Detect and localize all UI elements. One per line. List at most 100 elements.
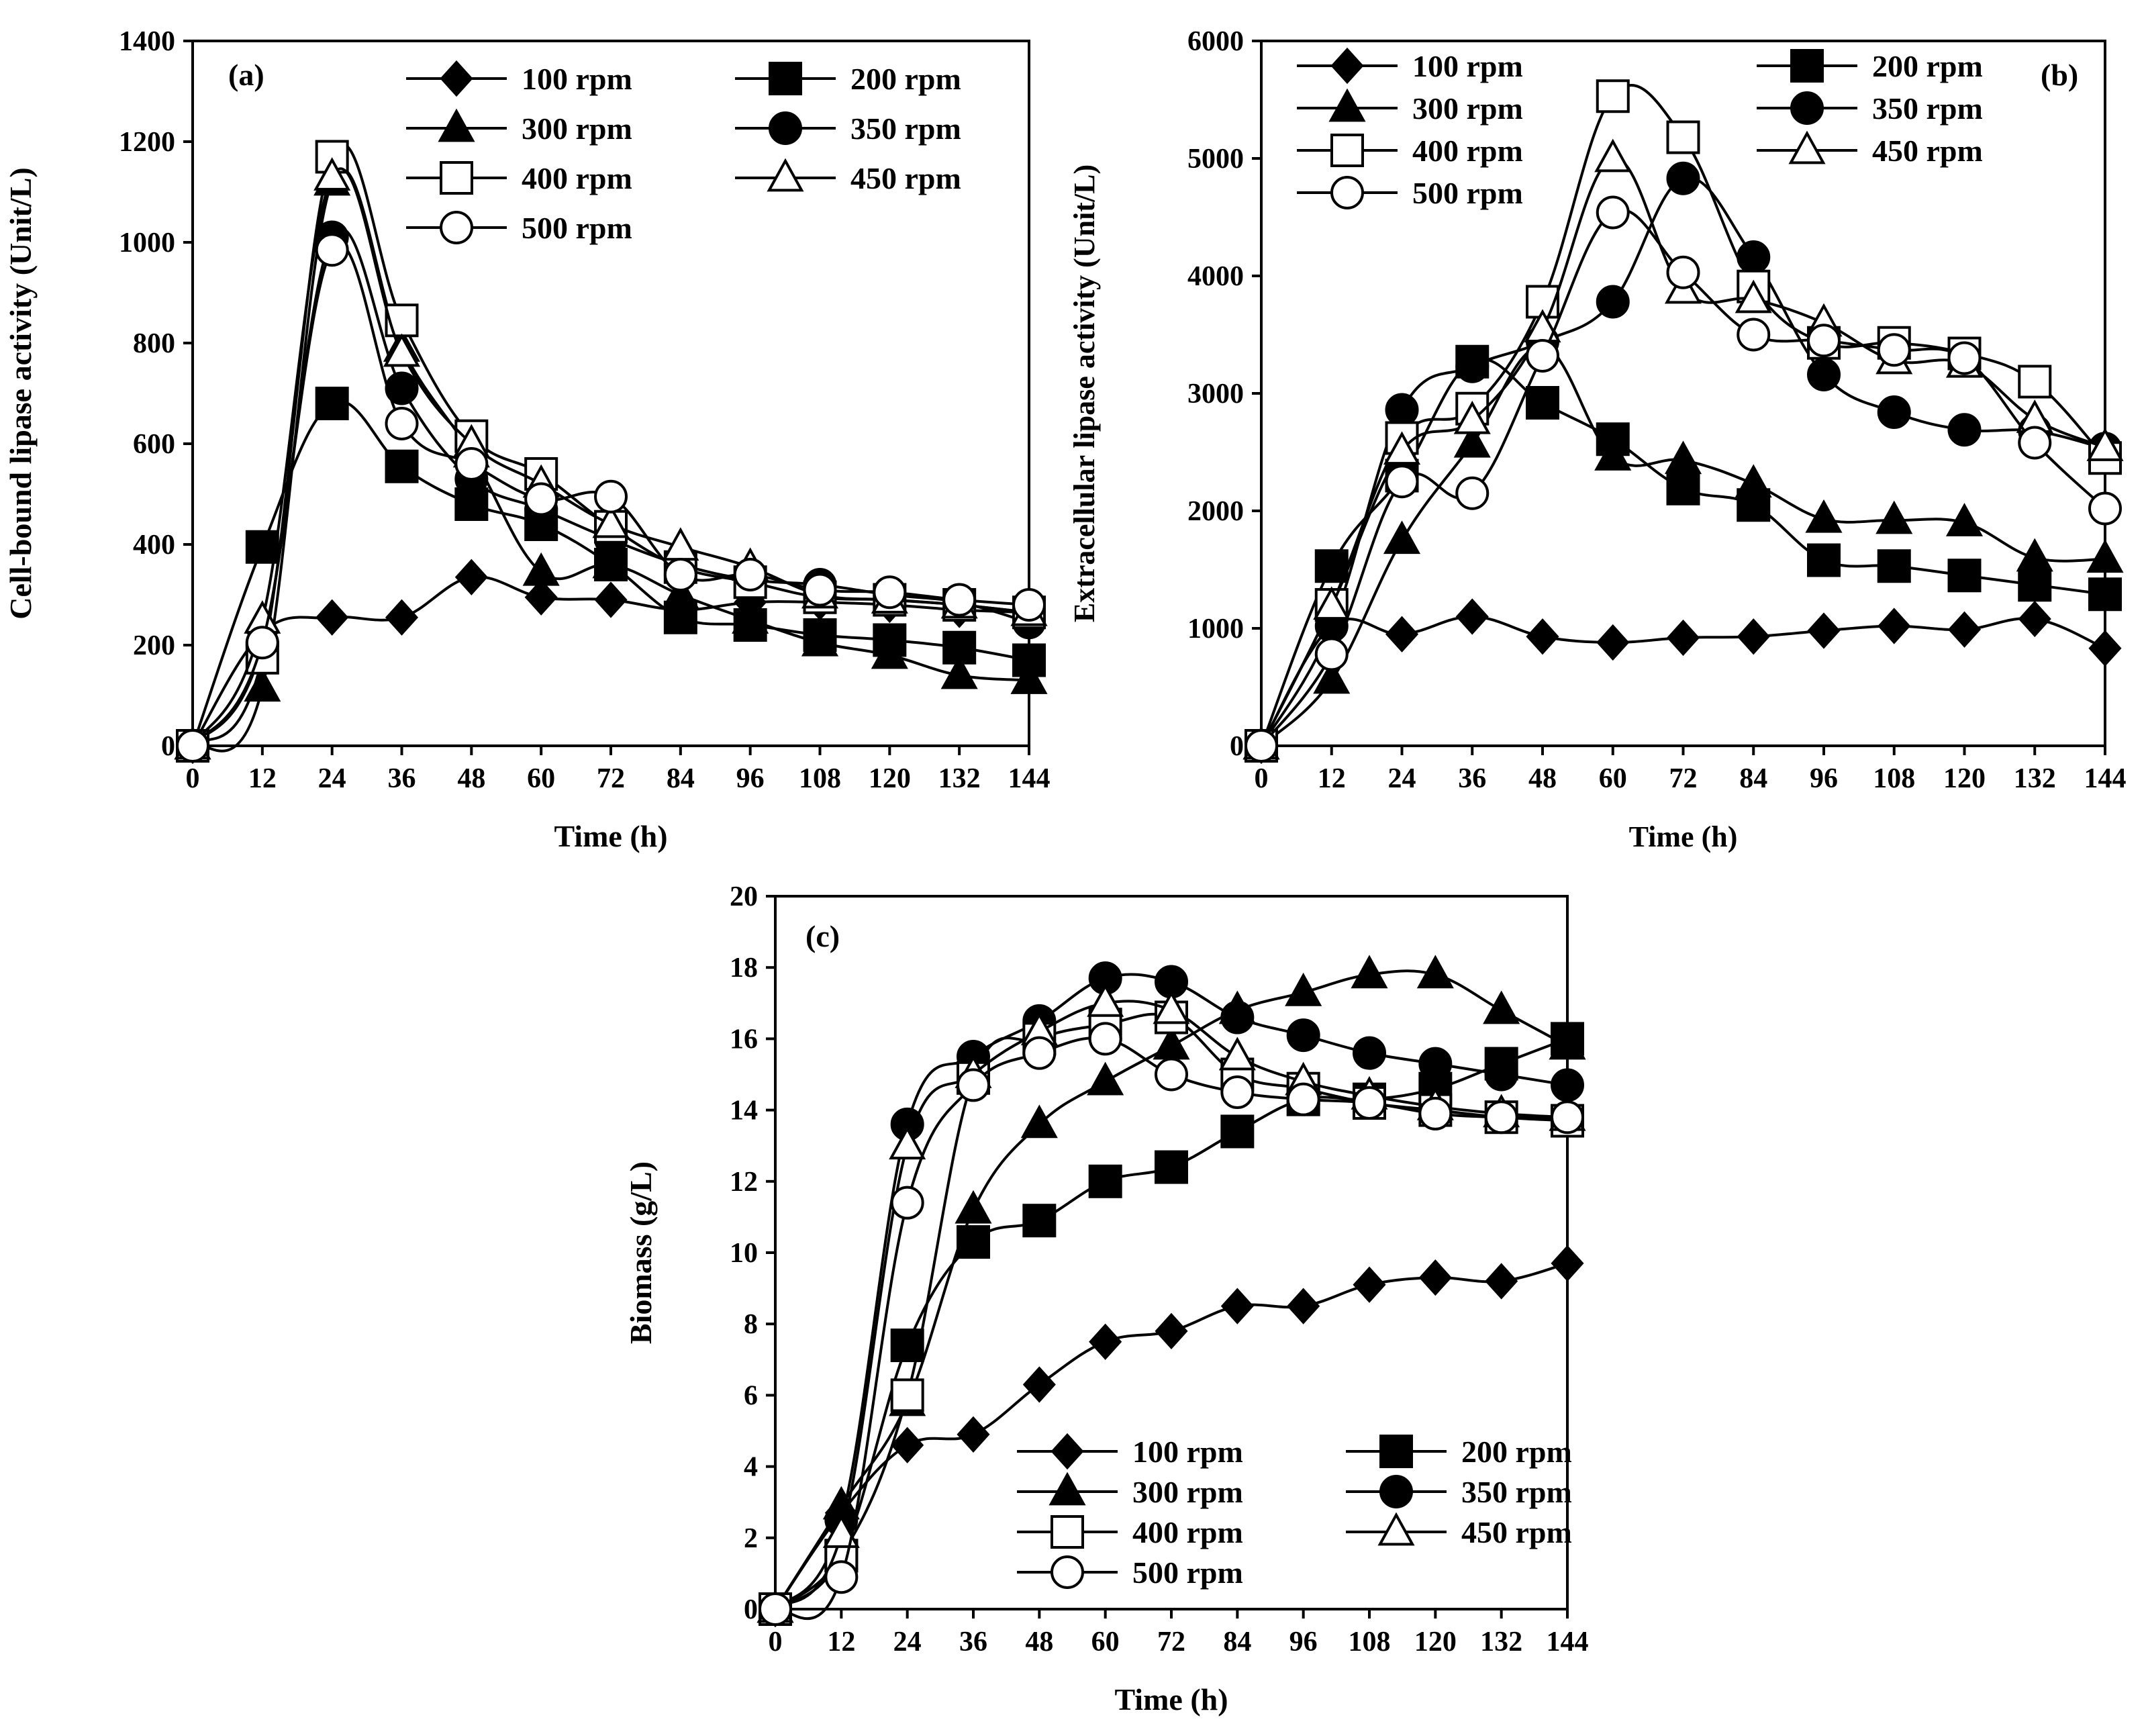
data-point (889, 1126, 926, 1160)
legend-marker (1051, 1515, 1084, 1549)
data-point (1947, 341, 1982, 375)
series-500-rpm (759, 1022, 1584, 1626)
legend-marker (1377, 1512, 1415, 1546)
data-point (1453, 424, 1491, 458)
data-point (2018, 600, 2051, 638)
data-point (1416, 955, 1454, 989)
legend-item: 300 rpm (1297, 88, 1523, 126)
x-tick-label: 0 (1255, 763, 1269, 794)
data-point (1351, 955, 1388, 989)
x-tick-label: 12 (248, 763, 277, 794)
x-tick-label: 60 (1091, 1627, 1120, 1657)
data-point (1287, 1288, 1320, 1324)
data-point (2088, 577, 2122, 612)
data-point (1666, 619, 1700, 657)
x-axis-label: Time (h) (554, 819, 667, 853)
data-point (592, 504, 630, 538)
data-point (1155, 1312, 1188, 1349)
legend-marker (1790, 49, 1824, 83)
x-tick-label: 36 (1458, 763, 1486, 794)
legend-label: 350 rpm (1872, 91, 1983, 126)
legend-marker (1790, 91, 1824, 125)
x-axis-label: Time (h) (1629, 820, 1738, 853)
data-point (1418, 1259, 1452, 1296)
legend-label: 300 rpm (522, 111, 632, 146)
data-point (942, 583, 977, 617)
data-point (871, 635, 908, 669)
legend-item: 350 rpm (1757, 91, 1983, 126)
legend: 100 rpm 200 rpm 300 rpm 350 rpm 400 rpm 450 r… (406, 60, 961, 245)
x-tick-label: 96 (1810, 763, 1838, 794)
data-point (1314, 549, 1349, 583)
data-point (662, 575, 699, 609)
x-tick-label: 108 (1349, 1627, 1391, 1657)
data-point (1526, 339, 1559, 373)
x-tick-label: 84 (1739, 763, 1767, 794)
x-tick-label: 60 (527, 763, 555, 794)
legend-marker (767, 158, 804, 192)
legend-marker (1051, 1555, 1084, 1589)
data-point (1596, 79, 1630, 113)
legend-label: 400 rpm (1132, 1515, 1243, 1549)
x-tick-label: 12 (827, 1627, 855, 1657)
data-point (1594, 138, 1632, 173)
data-point (1313, 586, 1351, 620)
data-point (1526, 386, 1559, 420)
y-tick-label: 1400 (119, 26, 175, 57)
data-point (1947, 413, 1982, 447)
data-point (955, 1190, 992, 1224)
data-point (385, 449, 419, 483)
x-tick-label: 72 (1157, 1627, 1185, 1657)
x-tick-label: 0 (186, 763, 200, 794)
legend-label: 200 rpm (1872, 49, 1983, 83)
y-tick-label: 8 (744, 1309, 758, 1340)
data-point (245, 530, 279, 564)
data-point (1220, 1000, 1255, 1034)
y-tick-label: 12 (730, 1167, 758, 1198)
y-tick-label: 3000 (1187, 379, 1244, 409)
legend: 100 rpm 200 rpm 300 rpm 350 rpm 400 rpm 450 r… (1297, 47, 1983, 210)
data-point (1947, 611, 1982, 648)
legend-label: 500 rpm (1412, 176, 1523, 210)
y-tick-label: 6 (744, 1380, 758, 1411)
data-point (1551, 1100, 1584, 1135)
data-point (890, 1378, 924, 1412)
data-point (1385, 616, 1419, 653)
data-point (1666, 471, 1700, 505)
data-point (1877, 395, 1911, 429)
data-point (313, 157, 351, 191)
x-tick-label: 132 (1480, 1627, 1522, 1657)
legend-marker (1330, 176, 1364, 209)
legend-item: 100 rpm (406, 60, 632, 97)
data-point (957, 1416, 990, 1453)
y-axis-label: Biomass (g/L) (624, 1161, 658, 1344)
y-tick-label: 1000 (1187, 614, 1244, 644)
y-tick-label: 6000 (1187, 26, 1244, 57)
y-tick-label: 0 (744, 1594, 758, 1625)
legend-marker (1330, 134, 1364, 167)
data-point (1735, 279, 1772, 314)
y-tick-label: 4000 (1187, 261, 1244, 292)
x-tick-label: 36 (959, 1627, 987, 1657)
legend-item: 100 rpm (1017, 1433, 1243, 1470)
y-tick-label: 1000 (119, 228, 175, 258)
legend-marker (438, 108, 475, 142)
x-tick-label: 24 (893, 1627, 922, 1657)
data-point (2016, 538, 2053, 572)
data-point (1947, 559, 1982, 593)
data-point (1551, 1245, 1584, 1282)
data-point (1353, 1086, 1386, 1120)
data-point (1945, 503, 1984, 536)
x-tick-label: 84 (667, 763, 695, 794)
y-tick-label: 0 (1230, 731, 1244, 762)
legend-marker (1328, 88, 1366, 122)
data-point (1153, 990, 1190, 1024)
data-point (1877, 549, 1911, 583)
data-point (1022, 1366, 1056, 1403)
y-tick-label: 20 (730, 881, 758, 912)
legend-label: 100 rpm (522, 62, 632, 96)
x-tick-label: 84 (1223, 1627, 1251, 1657)
data-point (2018, 426, 2052, 460)
legend-marker (1048, 1472, 1086, 1506)
y-tick-label: 600 (133, 429, 175, 460)
